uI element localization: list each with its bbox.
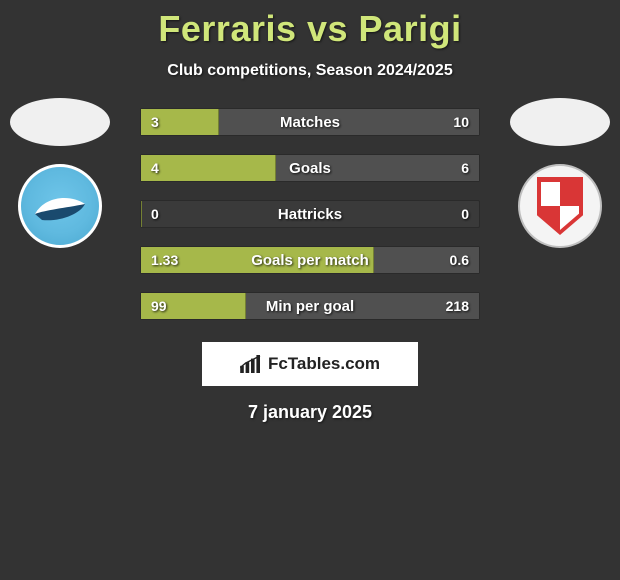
stat-bar: 46Goals [140,154,480,182]
avatar-placeholder-left [10,98,110,146]
stat-label: Goals [141,155,479,181]
player-left [10,98,110,248]
stat-bar: 1.330.6Goals per match [140,246,480,274]
comparison-subtitle: Club competitions, Season 2024/2025 [0,62,620,80]
stat-label: Min per goal [141,293,479,319]
club-badge-right [518,164,602,248]
club-badge-left [18,164,102,248]
shield-icon [537,177,583,235]
stat-bars: 310Matches 46Goals 00Hattricks 1.330.6Goals… [140,108,480,320]
source-logo: FcTables.com [202,342,418,386]
stat-label: Goals per match [141,247,479,273]
stat-bar: 99218Min per goal [140,292,480,320]
avatar-placeholder-right [510,98,610,146]
comparison-content: 310Matches 46Goals 00Hattricks 1.330.6Goals… [0,108,620,423]
stat-label: Hattricks [141,201,479,227]
stat-bar: 310Matches [140,108,480,136]
dolphin-icon [30,186,90,226]
stat-bar: 00Hattricks [140,200,480,228]
comparison-date: 7 january 2025 [0,402,620,423]
stat-label: Matches [141,109,479,135]
bar-chart-icon [240,355,262,373]
comparison-title: Ferraris vs Parigi [0,0,620,50]
player-right [510,98,610,248]
source-logo-text: FcTables.com [268,354,380,374]
